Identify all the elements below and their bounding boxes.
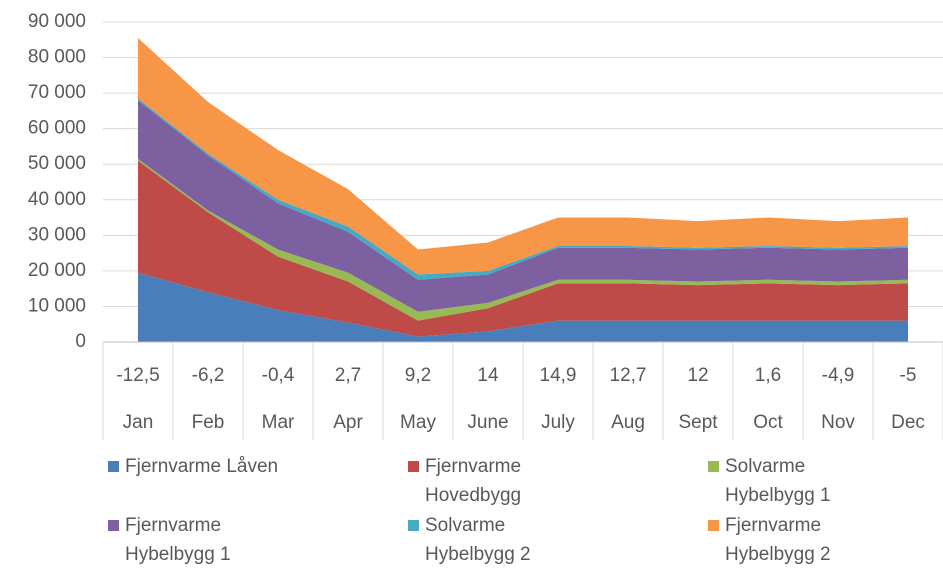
x-tick-label: Aug — [611, 412, 645, 433]
legend-swatch — [408, 520, 419, 531]
y-tick-label: 0 — [75, 331, 86, 352]
x-tick-label: June — [467, 412, 508, 433]
legend-item: Fjernvarme Hovedbygg — [408, 452, 608, 510]
legend-label: Fjernvarme Hybelbygg 2 — [725, 515, 831, 565]
x-tick-label: -5 — [900, 365, 917, 386]
legend-swatch — [108, 520, 119, 531]
legend-swatch — [108, 461, 119, 472]
area — [138, 38, 908, 275]
y-tick-label: 60 000 — [28, 118, 86, 139]
x-tick-label: May — [400, 412, 436, 433]
y-tick-label: 80 000 — [28, 47, 86, 68]
x-tick-label: Dec — [891, 412, 925, 433]
legend-label: Fjernvarme Låven — [125, 456, 279, 477]
legend-item: Fjernvarme Hybelbygg 2 — [708, 511, 908, 569]
legend-swatch — [408, 461, 419, 472]
x-tick-label: Mar — [262, 412, 295, 433]
area — [138, 272, 908, 342]
x-tick-label: July — [541, 412, 575, 433]
legend-item: Fjernvarme Hybelbygg 1 — [108, 511, 308, 569]
legend-swatch — [708, 461, 719, 472]
x-tick-label: 12 — [687, 365, 708, 386]
x-tick-label: Feb — [192, 412, 225, 433]
x-tick-label: 1,6 — [755, 365, 781, 386]
legend-label: Solvarme Hybelbygg 2 — [425, 515, 531, 565]
x-tick-label: -12,5 — [116, 365, 159, 386]
x-tick-label: 2,7 — [335, 365, 361, 386]
x-tick-label: Jan — [123, 412, 154, 433]
y-tick-label: 20 000 — [28, 260, 86, 281]
area — [138, 160, 908, 337]
x-tick-label: 14,9 — [540, 365, 577, 386]
x-tick-label: Apr — [333, 412, 363, 433]
legend-swatch — [708, 520, 719, 531]
x-tick-label: -6,2 — [192, 365, 225, 386]
y-tick-label: 10 000 — [28, 295, 86, 316]
legend-label: Fjernvarme Hybelbygg 1 — [125, 515, 231, 565]
legend-item: Fjernvarme Låven — [108, 452, 308, 481]
x-tick-label: -0,4 — [262, 365, 295, 386]
y-tick-label: 70 000 — [28, 82, 86, 103]
area — [138, 100, 908, 312]
y-tick-label: 90 000 — [28, 11, 86, 32]
x-tick-label: Nov — [821, 412, 855, 433]
x-tick-label: Sept — [678, 412, 718, 433]
x-tick-label: 12,7 — [610, 365, 647, 386]
legend-label: Fjernvarme Hovedbygg — [425, 456, 522, 506]
legend-label: Solvarme Hybelbygg 1 — [725, 456, 831, 506]
x-tick-label: 14 — [477, 365, 499, 386]
x-tick-label: 9,2 — [405, 365, 431, 386]
x-tick-label: -4,9 — [822, 365, 855, 386]
y-tick-label: 30 000 — [28, 224, 86, 245]
y-tick-label: 50 000 — [28, 153, 86, 174]
legend-item: Solvarme Hybelbygg 1 — [708, 452, 908, 510]
y-tick-label: 40 000 — [28, 189, 86, 210]
legend-item: Solvarme Hybelbygg 2 — [408, 511, 608, 569]
x-tick-label: Oct — [753, 412, 783, 433]
